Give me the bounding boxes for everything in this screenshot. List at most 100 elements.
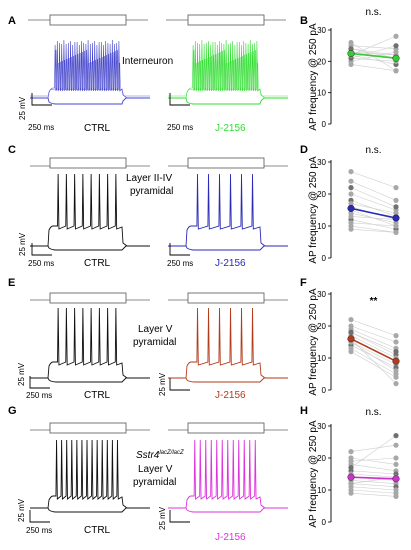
paired-line xyxy=(350,325,397,343)
paired-line xyxy=(350,228,397,233)
ctrl-point xyxy=(348,178,354,184)
paired-line xyxy=(350,319,397,336)
drug-point xyxy=(393,368,399,374)
stimulus-protocol-ctrl xyxy=(28,14,148,26)
paired-line xyxy=(350,341,397,372)
y-tick-label: 20 xyxy=(317,57,326,66)
scale-bar-drug xyxy=(169,510,190,523)
mean-point-drug xyxy=(392,475,400,483)
drug-point xyxy=(393,197,399,203)
drug-point xyxy=(393,43,399,49)
ctrl-point xyxy=(348,481,354,487)
paired-line xyxy=(350,480,397,484)
drug-point xyxy=(393,381,399,387)
scale-bar-drug xyxy=(169,243,190,256)
paired-line xyxy=(350,203,397,214)
ctrl-point xyxy=(348,449,354,455)
ctrl-point xyxy=(348,490,354,496)
drug-point xyxy=(393,229,399,235)
significance-label: n.s. xyxy=(365,407,381,418)
scale-ms-label-drug: 250 ms xyxy=(167,259,193,268)
trace-ctrl xyxy=(30,39,150,105)
row-layer5: E F Layer V pyramidal 25 mV 250 ms 25 mV… xyxy=(8,277,307,401)
scale-mv-label-drug: 25 mV xyxy=(158,506,167,530)
ctrl-point xyxy=(348,191,354,197)
mean-line xyxy=(350,207,397,219)
y-tick-label: 20 xyxy=(317,454,326,463)
drug-point xyxy=(393,223,399,229)
ctrl-point xyxy=(348,226,354,232)
drug-label: J-2156 xyxy=(215,532,246,543)
mean-point-drug xyxy=(392,357,400,365)
panel-label-h: H xyxy=(300,405,308,417)
mean-point-ctrl xyxy=(347,49,355,58)
genotype-base: Sstr4 xyxy=(136,450,160,461)
cell-type-label-line2: pyramidal xyxy=(133,337,176,348)
trace-hyperpolarizing-sweep xyxy=(168,245,288,251)
trace-hyperpolarizing-sweep xyxy=(30,507,150,513)
paired-line xyxy=(350,486,397,491)
trace-hyperpolarizing-sweep xyxy=(30,245,150,251)
paired-line xyxy=(350,225,397,233)
panel-label-g: G xyxy=(8,405,17,417)
cell-type-label-line1: Layer V xyxy=(138,324,173,335)
y-tick-label: 20 xyxy=(317,322,326,331)
paired-line xyxy=(350,489,397,494)
ctrl-point xyxy=(348,458,354,464)
paired-line xyxy=(350,332,397,356)
mean-point-ctrl xyxy=(347,335,355,343)
paired-line xyxy=(350,187,397,208)
panel-label-a: A xyxy=(8,15,16,27)
paired-line xyxy=(350,473,397,478)
genotype-label: Sstr4lacZ/lacZ xyxy=(136,450,184,461)
row-interneuron: A B Interneuron 25 mV 250 ms 250 ms CTRL… xyxy=(8,14,308,134)
drug-point xyxy=(393,493,399,499)
y-tick-label: 20 xyxy=(317,190,326,199)
paired-line xyxy=(350,457,397,465)
trace-hyperpolarizing-sweep xyxy=(30,97,150,105)
trace-overlay-sweep xyxy=(30,49,150,97)
ctrl-label: CTRL xyxy=(84,123,111,134)
y-axis-label: AP frequency @ 250 pA xyxy=(308,156,319,264)
scale-bar-ctrl xyxy=(31,243,52,256)
paired-line xyxy=(350,338,397,384)
genotype-sup: lacZ/lacZ xyxy=(159,450,184,456)
ctrl-point xyxy=(348,465,354,471)
trace-depolarizing-sweep xyxy=(30,439,150,509)
trace-overlay-sweep xyxy=(168,49,288,97)
paired-line xyxy=(350,216,397,220)
scale-ms-label-drug: 250 ms xyxy=(167,123,193,132)
trace-drug xyxy=(168,307,288,383)
ctrl-point xyxy=(348,169,354,175)
scale-mv-label: 25 mV xyxy=(18,96,27,120)
paired-line xyxy=(350,171,397,188)
mean-point-drug xyxy=(392,214,400,222)
drug-point xyxy=(393,349,399,355)
scale-bar-ctrl xyxy=(29,376,50,389)
ctrl-point xyxy=(348,213,354,219)
trace-depolarizing-sweep xyxy=(168,173,288,247)
trace-drug xyxy=(168,39,288,105)
scale-bar-ctrl xyxy=(29,510,50,523)
paired-line xyxy=(350,45,397,59)
drug-point xyxy=(393,455,399,461)
ctrl-point xyxy=(348,329,354,335)
trace-depolarizing-sweep xyxy=(168,39,288,99)
y-tick-label: 30 xyxy=(317,290,326,299)
drug-label: J-2156 xyxy=(215,390,246,401)
y-tick-label: 10 xyxy=(317,222,326,231)
cell-type-label-line1: Layer II-IV xyxy=(126,173,172,184)
mean-point-ctrl xyxy=(347,204,355,212)
paired-line xyxy=(350,57,397,62)
paired-line xyxy=(350,222,397,227)
y-tick-label: 30 xyxy=(317,26,326,35)
mean-line xyxy=(350,52,397,59)
drug-point xyxy=(393,185,399,191)
drug-point xyxy=(393,442,399,448)
stimulus-protocol-ctrl xyxy=(30,157,150,169)
scale-ms-label: 250 ms xyxy=(28,123,54,132)
y-tick-label: 0 xyxy=(322,518,327,527)
paired-line xyxy=(350,45,397,50)
